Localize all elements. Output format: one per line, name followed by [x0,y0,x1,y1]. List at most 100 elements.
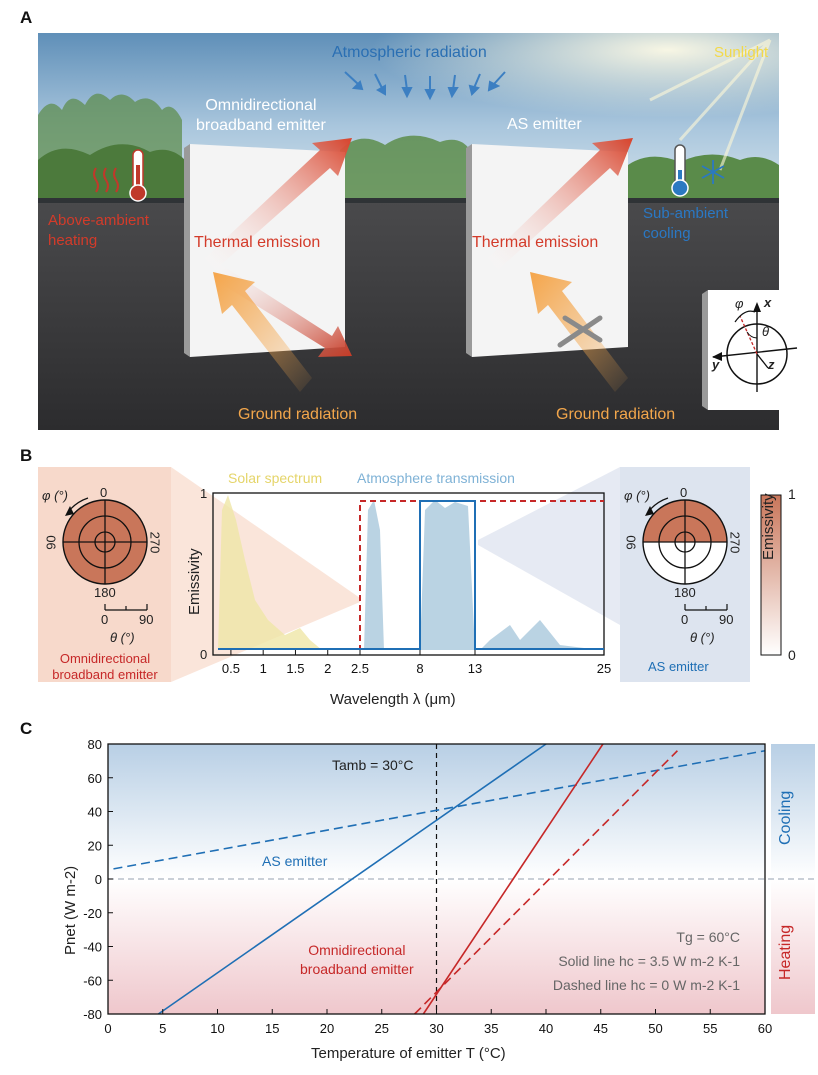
net-ytick-label-8: 80 [88,737,102,752]
inset-z: z [768,357,775,372]
spectrum-xtick-label-1: 1 [260,661,267,676]
omni-caption-line2: broadband emitter [52,667,158,682]
net-series-0 [157,743,547,1015]
atmospheric-radiation-label: Atmospheric radiation [332,44,487,61]
ground-radiation-right-label: Ground radiation [556,406,676,423]
spectrum-xtick-label-3: 2 [324,661,331,676]
atmosphere-transmission-area [364,500,600,650]
snowflake-icon [701,160,725,184]
omni-phi-label: φ (°) [42,488,68,503]
colorbar-max: 1 [788,486,796,502]
net-xlabel: Temperature of emitter T (°C) [311,1045,506,1062]
omni-emitter-title: Omnidirectional broadband emitter [196,96,326,136]
sunlight-label: Sunlight [714,44,769,61]
spectrum-series-1 [218,500,604,650]
spectrum-xlabel: Wavelength λ (μm) [330,691,456,708]
sub-line2: cooling [643,225,691,242]
inset-x: x [764,295,772,310]
inset-phi: φ [735,296,744,311]
spectrum-xtick-label-0: 0.5 [222,661,240,676]
net-ytick-label-4: 0 [95,872,102,887]
as-emitter-title: AS emitter [507,116,582,133]
net-ytick-label-1: -60 [83,973,102,988]
cooling-label: Cooling [777,790,794,845]
omni-title-line1: Omnidirectional [205,97,317,114]
colorbar [760,494,782,656]
omni-annotation-line1: Omnidirectional [308,942,406,958]
spectrum-xtick-label-5: 8 [416,661,423,676]
net-ylabel: Pnet (W m-2) [62,865,79,955]
thermal-emission-right-label: Thermal emission [472,234,599,251]
spectrum-xtick-label-4: 2.5 [351,661,369,676]
omni-theta-label: θ (°) [110,630,135,645]
as-phi-label: φ (°) [624,488,650,503]
net-ytick-label-3: -20 [83,906,102,921]
ground-radiation-left-label: Ground radiation [238,406,358,423]
omni-top-tick: 0 [100,485,108,500]
thermal-emission-left-label: Thermal emission [194,234,321,251]
panel-a-illustration [38,33,800,430]
panel-b-background [38,467,782,682]
inset-theta: θ [762,324,770,339]
as-caption: AS emitter [648,659,709,674]
net-xtick-label-10: 50 [648,1021,662,1036]
net-series-3 [414,750,678,1015]
net-ytick-label-2: -40 [83,940,102,955]
solar-spectrum-legend: Solar spectrum [228,470,323,486]
omni-title-line2: broadband emitter [196,117,326,134]
solar-spectrum-area [218,495,360,650]
net-xtick-label-9: 45 [594,1021,608,1036]
as-theta-tick-0: 0 [681,612,689,627]
tamb-annotation: Tamb = 30°C [332,757,413,773]
net-ytick-label-5: 20 [88,838,102,853]
heating-side-band [771,879,815,1014]
polar-emissivity-as [642,497,728,611]
sub-line1: Sub-ambient [643,205,729,222]
as-theta-tick-90: 90 [719,612,734,627]
net-series-2 [422,743,604,1015]
tamb-text: Tamb = 30°C [332,757,414,773]
thermometer-hot-icon [129,149,147,202]
omni-theta-tick-90: 90 [139,612,154,627]
net-ytick-label-6: 40 [88,805,102,820]
thermometer-cold-icon [671,144,689,197]
as-bottom-tick: 180 [674,585,696,600]
spectrum-xtick-label-6: 13 [468,661,482,676]
net-xtick-label-6: 30 [429,1021,443,1036]
net-power-chart: 0 5 10 15 20 25 30 35 40 45 50 55 60 -80 -60 -40 -20 0 20 4… [83,737,815,1036]
above-line2: heating [48,232,98,249]
panel-a-letter: A [20,8,33,27]
omni-caption-line1: Omnidirectional [59,651,151,666]
heat-waves-icon [93,167,119,193]
net-series-1 [113,749,766,870]
net-xtick-label-0: 0 [104,1021,111,1036]
net-ytick-label-7: 60 [88,771,102,786]
spectrum-ylabel: Emissivity [186,548,203,615]
above-line1: Above-ambient [48,212,149,229]
spectrum-xtick-label-2: 1.5 [286,661,304,676]
colorbar-min: 0 [788,647,796,663]
angle-coordinate-inset [702,290,800,410]
sub-ambient-label: Sub-ambient cooling [643,204,728,244]
emissivity-spectrum-chart: 0.5 1 1.5 2 2.5 8 13 25 [212,492,611,676]
inset-y: y [712,357,720,372]
spectrum-series-0 [218,500,604,650]
spectrum-ytick-0: 0 [200,647,208,662]
net-xtick-label-2: 10 [210,1021,224,1036]
panel-b-letter: B [20,446,33,465]
heating-label: Heating [777,924,794,980]
net-xtick-label-4: 20 [320,1021,334,1036]
net-ytick-label-0: -80 [83,1007,102,1022]
as-top-tick: 0 [680,485,688,500]
spectrum-plot-frame [212,492,605,656]
net-xtick-label-7: 35 [484,1021,498,1036]
spectrum-xtick-label-7: 25 [597,661,611,676]
cooling-side-band [771,744,815,879]
net-xtick-label-3: 15 [265,1021,279,1036]
polar-emissivity-omni [62,497,148,611]
panel-c-letter-visible: C [20,719,33,738]
spectrum-ytick-1: 1 [200,486,208,501]
dashed-line-note: Dashed line hc = 0 W m-2 K-1 [552,977,740,993]
omni-annotation: Omnidirectional broadband emitter [300,941,414,979]
net-xtick-label-12: 60 [758,1021,772,1036]
